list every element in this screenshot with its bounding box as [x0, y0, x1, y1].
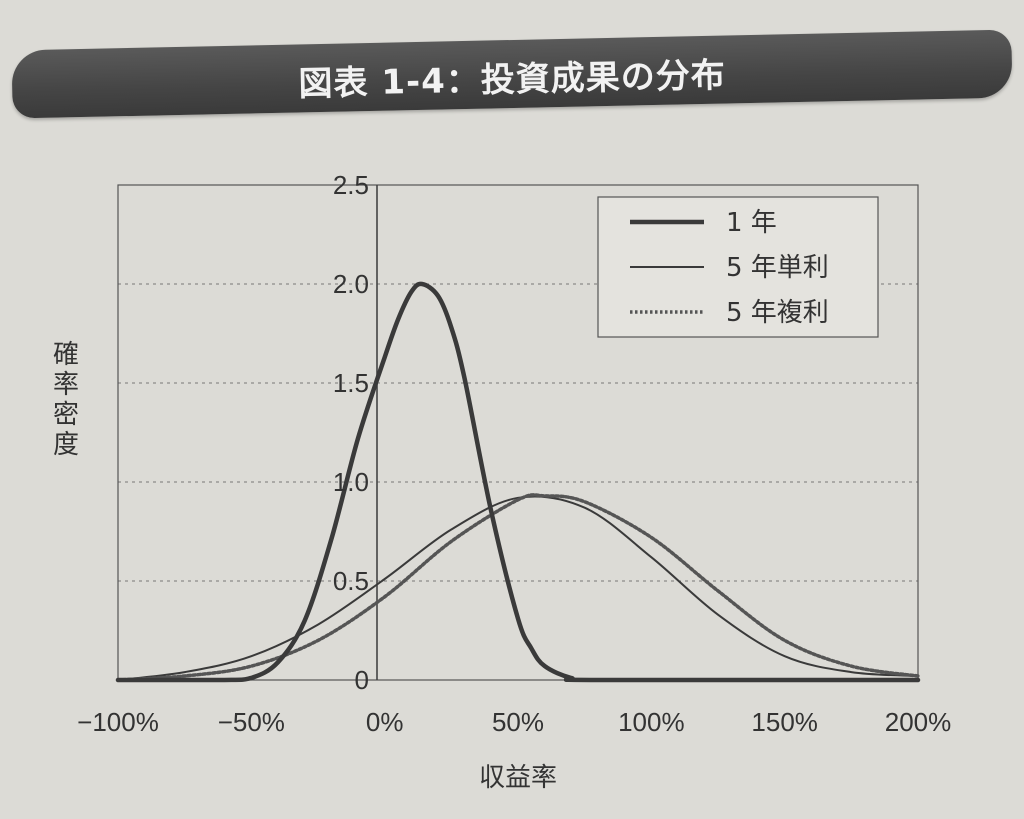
x-tick-label: 50% [492, 707, 544, 737]
x-tick-labels: −100% −50% 0% 50% 100% 150% 200% [77, 707, 951, 737]
y-tick-label: 1.0 [333, 467, 369, 497]
x-tick-label: 0% [366, 707, 404, 737]
y-axis-title: 確率密度 [53, 340, 79, 460]
y-tick-label: 0.5 [333, 566, 369, 596]
series-layer [115, 281, 921, 683]
x-tick-label: −100% [77, 707, 159, 737]
x-tick-label: 100% [618, 707, 685, 737]
legend-label: 5 年複利 [726, 298, 829, 328]
x-tick-label: 200% [885, 707, 952, 737]
x-tick-label: −50% [218, 707, 285, 737]
x-tick-label: 150% [751, 707, 818, 737]
legend-label: 5 年単利 [726, 253, 829, 283]
series-line [115, 281, 921, 683]
x-axis-title: 収益率 [479, 763, 557, 793]
y-tick-label: 2.5 [333, 170, 369, 200]
legend: 1 年 5 年単利 5 年複利 [597, 196, 879, 338]
series-line [116, 493, 920, 682]
legend-label: 1 年 [726, 208, 777, 238]
y-tick-labels: 0 0.5 1.0 1.5 2.0 2.5 [333, 170, 369, 695]
y-tick-label: 1.5 [333, 368, 369, 398]
y-tick-label: 0 [355, 665, 369, 695]
y-tick-label: 2.0 [333, 269, 369, 299]
series-line [117, 495, 919, 681]
plot-frame [117, 184, 919, 681]
